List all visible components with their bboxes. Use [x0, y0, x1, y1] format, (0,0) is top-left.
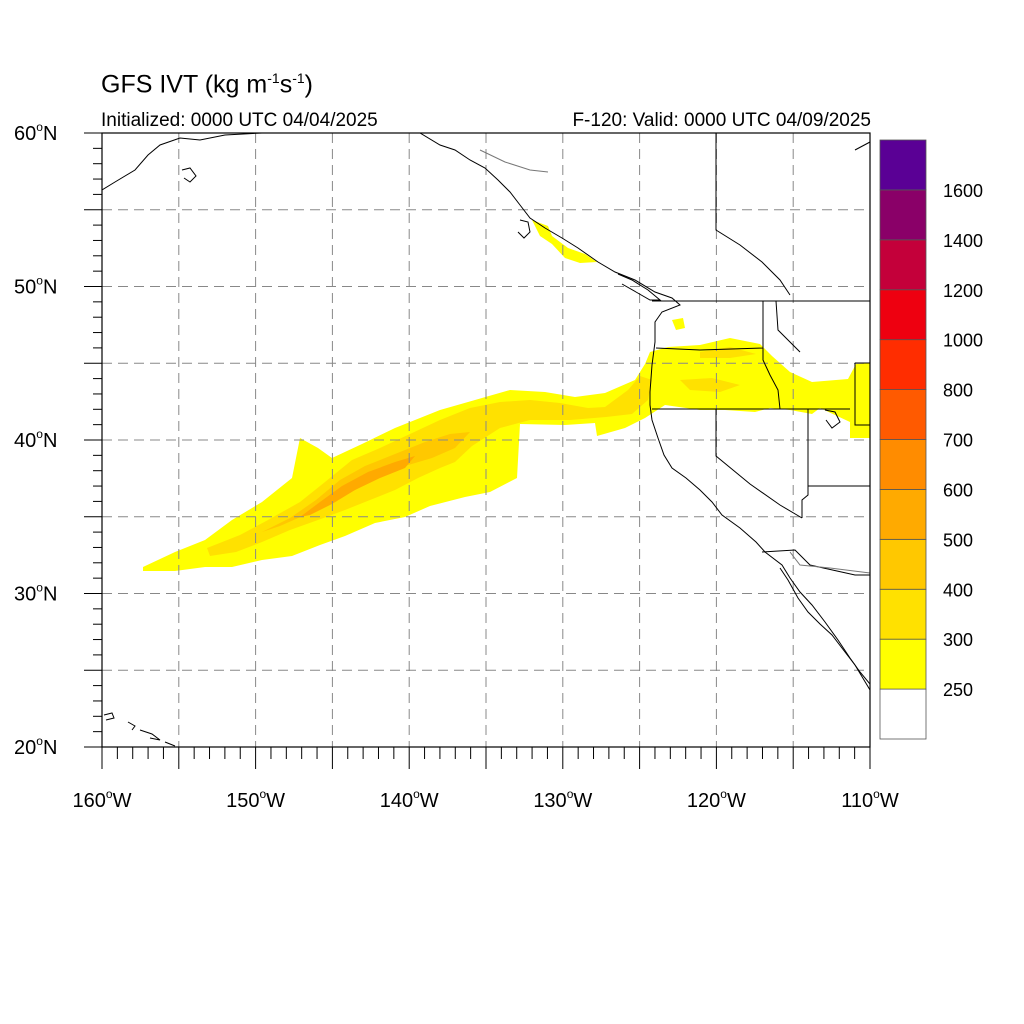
- chart-title: GFS IVT (kg m-1s-1): [101, 70, 313, 99]
- lon-label: 130oW: [533, 787, 592, 812]
- lat-label: 30oN: [14, 581, 57, 606]
- border-nevada-california: [715, 409, 803, 519]
- lat-label: 60oN: [14, 120, 57, 145]
- lon-label: 150oW: [226, 787, 285, 812]
- colorbar-swatch: [879, 638, 927, 690]
- lon-label: 140oW: [380, 787, 439, 812]
- coastline-hawaii-4: [164, 741, 176, 747]
- ivt-plume-250: [143, 220, 870, 571]
- border-nevada-utah: [801, 409, 809, 518]
- coastline-aleutian: [181, 167, 197, 183]
- colorbar-label: 700: [943, 431, 973, 451]
- coastline-great-salt-lake: [824, 409, 841, 429]
- latitude-labels: 60oN 50oN 40oN 30oN 20oN: [14, 120, 57, 759]
- colorbar-label: 250: [943, 680, 973, 700]
- colorbar-label: 500: [943, 530, 973, 550]
- colorbar-label: 1600: [943, 181, 983, 201]
- colorbar-swatch: [879, 588, 927, 640]
- lat-lon-gridlines: [102, 133, 870, 747]
- coastline-alaska-gulf: [102, 133, 263, 191]
- colorbar-swatch: [879, 189, 927, 241]
- init-time-label: Initialized: 0000 UTC 04/04/2025: [101, 110, 378, 131]
- border-alaska-canada: [715, 133, 791, 296]
- colorbar-label: 1400: [943, 231, 983, 251]
- colorbar-label: 600: [943, 480, 973, 500]
- lat-label: 50oN: [14, 274, 57, 299]
- political-borders: [479, 133, 870, 576]
- colorbar-label: 400: [943, 580, 973, 600]
- coastline-north-america: [419, 133, 870, 685]
- colorbar: 250 300 400 500 600 700 800 1000 1200 1400 1600: [879, 139, 983, 740]
- ivt-plume-300: [207, 347, 756, 556]
- lon-label: 120oW: [687, 787, 746, 812]
- coastline-hawaii: [103, 712, 115, 721]
- ivt-plume-500: [300, 456, 415, 517]
- lat-label: 20oN: [14, 734, 57, 759]
- border-utah-colorado: [854, 362, 870, 426]
- valid-time-label: F-120: Valid: 0000 UTC 04/09/2025: [572, 110, 871, 131]
- ivt-shading: [143, 220, 870, 571]
- lat-label: 40oN: [14, 427, 57, 452]
- lon-label: 160oW: [73, 787, 132, 812]
- coastlines: [102, 133, 870, 747]
- colorbar-label: 1000: [943, 331, 983, 351]
- colorbar-label: 1200: [943, 281, 983, 301]
- colorbar-swatch: [879, 489, 927, 540]
- coastline-vancouver-island: [617, 273, 662, 301]
- colorbar-swatch: [879, 538, 927, 590]
- colorbar-swatch: [879, 688, 927, 740]
- border-us-mexico: [761, 549, 870, 576]
- colorbar-swatch: [879, 289, 927, 341]
- colorbar-swatch: [879, 139, 927, 191]
- longitude-labels: 160oW 150oW 140oW 130oW 120oW 110oW: [73, 787, 899, 812]
- coastline-bc-islands: [517, 219, 531, 239]
- coastline-hawaii-3: [139, 729, 161, 741]
- border-mexico-gray: [789, 551, 870, 574]
- lon-label: 110oW: [841, 787, 899, 812]
- colorbar-swatch: [879, 439, 927, 490]
- coastline-hawaii-2: [127, 721, 136, 731]
- colorbar-swatch: [879, 239, 927, 291]
- border-idaho: [762, 301, 781, 410]
- border-wyoming: [775, 300, 801, 353]
- coastline-baja-gulf: [779, 567, 870, 691]
- colorbar-label: 800: [943, 381, 973, 401]
- colorbar-swatch: [879, 339, 927, 390]
- axis-ticks: [84, 132, 871, 769]
- colorbar-swatch: [879, 389, 927, 440]
- coastline-greenland-top: [854, 141, 870, 151]
- border-ak-gray: [479, 149, 549, 173]
- colorbar-label: 300: [943, 630, 973, 650]
